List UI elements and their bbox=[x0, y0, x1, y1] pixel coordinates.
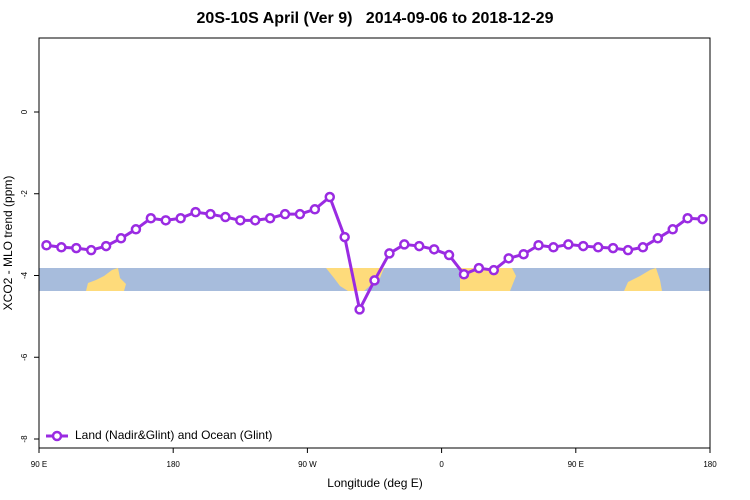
data-point bbox=[413, 240, 425, 252]
data-point bbox=[175, 213, 186, 224]
data-point bbox=[279, 208, 291, 220]
data-point bbox=[294, 208, 306, 220]
y-tick-label: -4 bbox=[20, 271, 29, 279]
y-tick-label: -2 bbox=[20, 190, 29, 198]
data-point bbox=[145, 213, 157, 224]
data-point bbox=[190, 206, 201, 218]
data-point bbox=[533, 239, 544, 251]
data-point bbox=[324, 191, 336, 203]
data-point bbox=[160, 215, 171, 226]
y-tick-label: 0 bbox=[20, 109, 29, 114]
x-axis-label: Longitude (deg E) bbox=[327, 476, 422, 490]
data-point bbox=[71, 242, 82, 254]
data-point bbox=[249, 215, 261, 226]
data-point bbox=[264, 213, 276, 224]
data-point bbox=[637, 242, 649, 253]
data-point bbox=[548, 242, 559, 253]
data-point bbox=[339, 231, 350, 243]
data-point bbox=[652, 233, 664, 244]
data-point bbox=[369, 275, 380, 286]
data-point bbox=[578, 240, 589, 252]
data-point bbox=[473, 262, 485, 274]
legend: Land (Nadir&Glint) and Ocean (Glint) bbox=[46, 428, 272, 442]
chart-title: 20S-10S April (Ver 9) 2014-09-06 to 2018… bbox=[197, 10, 554, 27]
legend-marker bbox=[51, 430, 63, 442]
plot-frame bbox=[38, 37, 711, 449]
data-point bbox=[428, 244, 440, 255]
data-point bbox=[667, 224, 678, 235]
data-point bbox=[115, 233, 127, 244]
data-point bbox=[205, 208, 216, 220]
data-point bbox=[503, 253, 514, 264]
data-point bbox=[622, 244, 634, 256]
data-point bbox=[607, 242, 619, 254]
data-point bbox=[309, 204, 321, 215]
data-point bbox=[488, 264, 500, 276]
data-point bbox=[443, 249, 455, 261]
x-tick-label: 90 E bbox=[31, 460, 47, 469]
x-tick-label: 90 E bbox=[568, 460, 584, 469]
data-point bbox=[85, 244, 97, 256]
data-point bbox=[220, 211, 231, 223]
x-tick-label: 180 bbox=[703, 460, 717, 469]
data-point bbox=[41, 239, 52, 251]
data-point bbox=[697, 213, 708, 225]
data-point bbox=[399, 239, 410, 250]
series-line bbox=[46, 194, 703, 314]
data-point bbox=[384, 248, 395, 259]
y-tick-label: -6 bbox=[20, 353, 29, 361]
data-point bbox=[100, 240, 112, 252]
data-point bbox=[354, 304, 365, 315]
data-point bbox=[592, 242, 604, 253]
data-point bbox=[458, 269, 470, 280]
data-point bbox=[682, 213, 693, 224]
data-point bbox=[563, 239, 574, 250]
x-tick-label: 180 bbox=[167, 460, 181, 469]
y-axis-label: XCO2 - MLO trend (ppm) bbox=[1, 176, 15, 311]
legend-label: Land (Nadir&Glint) and Ocean (Glint) bbox=[75, 428, 272, 442]
x-tick-label: 0 bbox=[439, 460, 444, 469]
x-tick-label: 90 W bbox=[298, 460, 317, 469]
y-tick-label: -8 bbox=[20, 435, 29, 443]
data-point bbox=[235, 215, 246, 226]
data-point bbox=[56, 242, 67, 253]
data-point bbox=[518, 248, 529, 260]
data-point bbox=[130, 224, 142, 235]
